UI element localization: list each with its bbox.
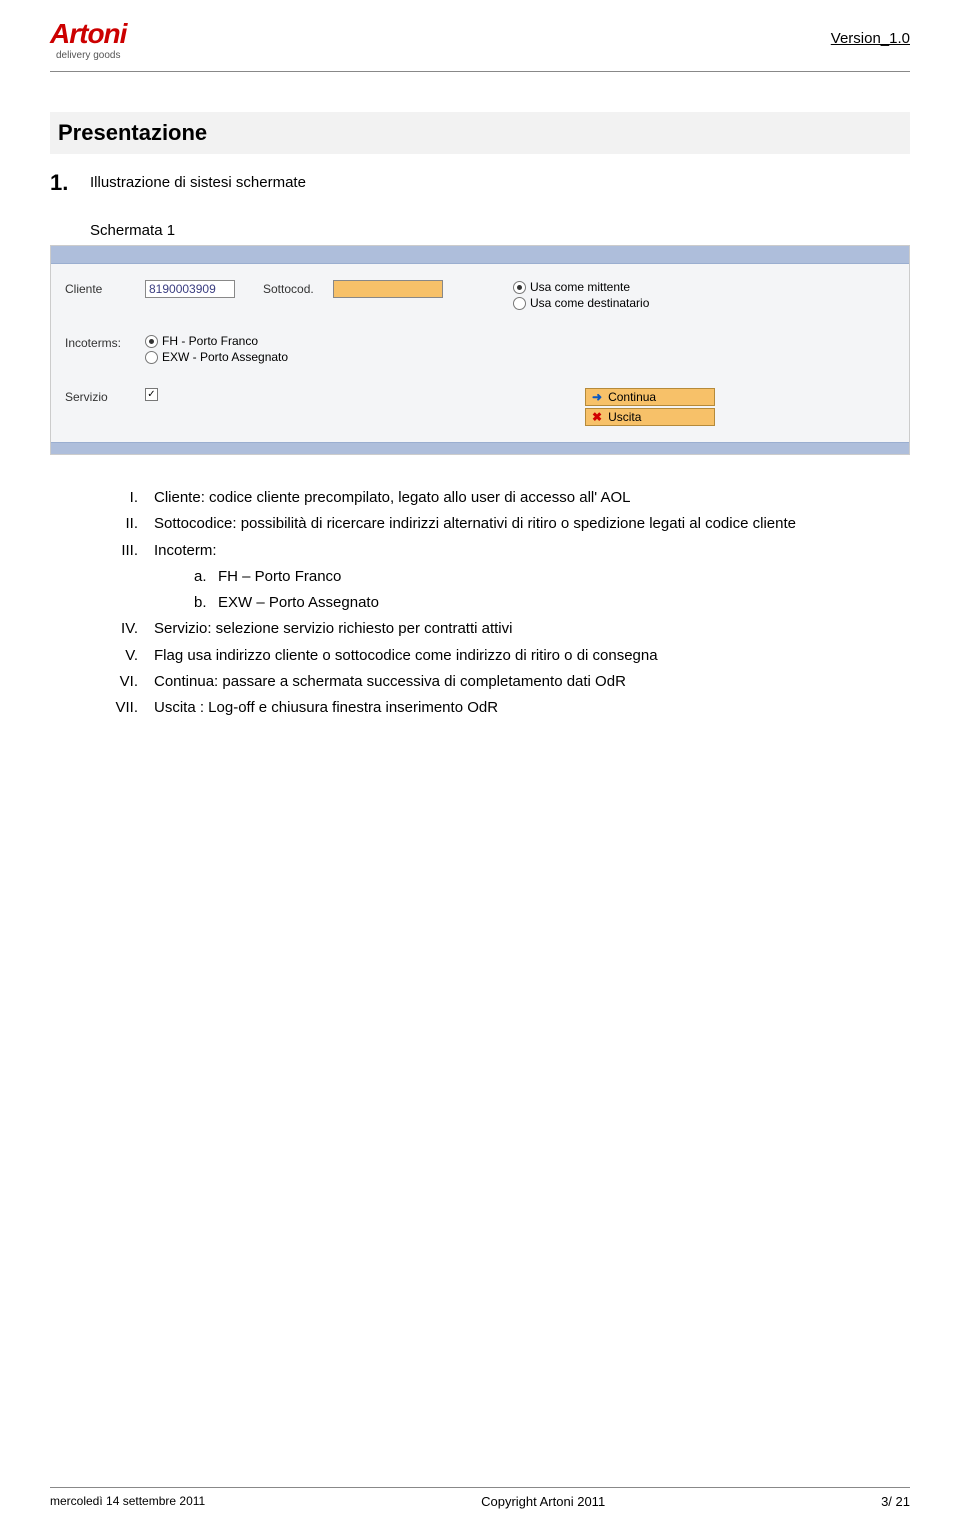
- roman-num: IV.: [110, 616, 154, 642]
- usa-mittente-radio[interactable]: Usa come mittente: [513, 280, 649, 294]
- radio-icon: [145, 335, 158, 348]
- footer-page-number: 3/ 21: [881, 1494, 910, 1509]
- usa-mittente-label: Usa come mittente: [530, 280, 630, 294]
- incoterms-exw-radio[interactable]: EXW - Porto Assegnato: [145, 350, 288, 364]
- list-number: 1.: [50, 170, 90, 196]
- alpha-text: FH – Porto Franco: [218, 564, 341, 590]
- roman-text: Continua: passare a schermata successiva…: [154, 669, 910, 695]
- logo: Artoni delivery goods: [50, 20, 126, 61]
- radio-icon: [513, 297, 526, 310]
- roman-list: I.Cliente: codice cliente precompilato, …: [110, 485, 910, 721]
- servizio-checkbox[interactable]: ✓: [145, 388, 158, 401]
- logo-tagline: delivery goods: [56, 50, 120, 61]
- page-header: Artoni delivery goods Version_1.0: [50, 20, 910, 61]
- checkbox-icon: ✓: [145, 388, 158, 401]
- roman-num: II.: [110, 511, 154, 537]
- roman-text: Sottocodice: possibilità di ricercare in…: [154, 511, 910, 537]
- servizio-label: Servizio: [65, 388, 145, 404]
- form-bottombar: [51, 442, 909, 454]
- roman-text: Cliente: codice cliente precompilato, le…: [154, 485, 910, 511]
- incoterms-label: Incoterms:: [65, 334, 145, 350]
- form-screenshot: Cliente 8190003909 Sottocod. Usa come mi…: [50, 245, 910, 455]
- alpha-num: a.: [194, 564, 218, 590]
- header-divider: [50, 71, 910, 72]
- continua-button[interactable]: ➜ Continua: [585, 388, 715, 406]
- radio-icon: [513, 281, 526, 294]
- roman-num: V.: [110, 643, 154, 669]
- roman-num: I.: [110, 485, 154, 511]
- sottocod-input[interactable]: [333, 280, 443, 298]
- footer-date: mercoledì 14 settembre 2011: [50, 1494, 205, 1509]
- section-title: Presentazione: [58, 120, 207, 145]
- radio-icon: [145, 351, 158, 364]
- roman-text: Servizio: selezione servizio richiesto p…: [154, 616, 910, 642]
- incoterms-exw-label: EXW - Porto Assegnato: [162, 350, 288, 364]
- roman-text: Incoterm:: [154, 538, 910, 564]
- usa-destinatario-label: Usa come destinatario: [530, 296, 649, 310]
- close-icon: ✖: [592, 410, 602, 424]
- incoterms-fh-radio[interactable]: FH - Porto Franco: [145, 334, 288, 348]
- schermata-label: Schermata 1: [90, 222, 910, 239]
- usa-destinatario-radio[interactable]: Usa come destinatario: [513, 296, 649, 310]
- roman-text: Flag usa indirizzo cliente o sottocodice…: [154, 643, 910, 669]
- page-footer: mercoledì 14 settembre 2011 Copyright Ar…: [50, 1479, 910, 1509]
- version-label: Version_1.0: [831, 30, 910, 47]
- roman-num: VII.: [110, 695, 154, 721]
- cliente-label: Cliente: [65, 280, 145, 296]
- sottocod-label: Sottocod.: [263, 280, 333, 296]
- alpha-text: EXW – Porto Assegnato: [218, 590, 379, 616]
- footer-copyright: Copyright Artoni 2011: [481, 1494, 605, 1509]
- arrow-right-icon: ➜: [592, 390, 602, 404]
- uscita-button[interactable]: ✖ Uscita: [585, 408, 715, 426]
- roman-num: VI.: [110, 669, 154, 695]
- section-title-box: Presentazione: [50, 112, 910, 154]
- roman-num: III.: [110, 538, 154, 564]
- numbered-item: 1. Illustrazione di sistesi schermate: [50, 170, 910, 196]
- list-text: Illustrazione di sistesi schermate: [90, 170, 306, 196]
- form-topbar: [51, 246, 909, 264]
- incoterms-fh-label: FH - Porto Franco: [162, 334, 258, 348]
- uscita-label: Uscita: [608, 410, 641, 424]
- roman-text: Uscita : Log-off e chiusura finestra ins…: [154, 695, 910, 721]
- footer-divider: [50, 1487, 910, 1488]
- cliente-input[interactable]: 8190003909: [145, 280, 235, 298]
- continua-label: Continua: [608, 390, 656, 404]
- logo-text: Artoni: [50, 20, 126, 48]
- alpha-num: b.: [194, 590, 218, 616]
